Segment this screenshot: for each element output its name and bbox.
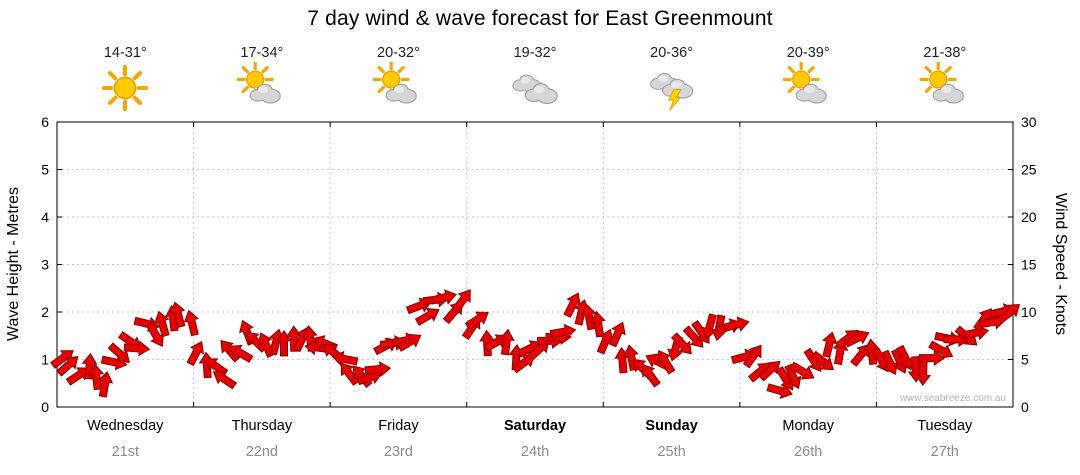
storm-icon (646, 62, 698, 114)
sun-cloud-icon (372, 62, 424, 114)
svg-text:0: 0 (1021, 399, 1029, 415)
left-axis-title: Wave Height - Metres (5, 186, 22, 342)
sun-cloud-icon (236, 62, 288, 114)
day-label: Sunday (645, 418, 698, 434)
day-label: Thursday (231, 418, 293, 434)
date-label: 21st (111, 444, 139, 460)
svg-text:0: 0 (41, 399, 49, 415)
watermark: www.seabreeze.com.au (899, 393, 1006, 404)
svg-text:15: 15 (1021, 257, 1037, 273)
temp-range: 20-32° (377, 45, 420, 61)
day-label: Tuesday (917, 418, 973, 434)
right-axis-title: Wind Speed - Knots (1052, 192, 1069, 336)
temp-range: 20-36° (650, 45, 694, 61)
day-label: Saturday (503, 418, 567, 434)
date-label: 27th (930, 444, 959, 460)
svg-text:20: 20 (1021, 209, 1037, 225)
date-labels-row: 21st 22nd 23rd 24th 25th 26th 27th (57, 444, 1013, 460)
temp-range: 14-31° (103, 45, 147, 61)
date-label: 24th (520, 444, 550, 460)
sun-icon (99, 62, 151, 114)
svg-text:30: 30 (1021, 114, 1037, 130)
temp-range: 19-32° (513, 45, 557, 61)
svg-text:3: 3 (41, 257, 49, 273)
svg-text:6: 6 (41, 114, 49, 130)
day-label: Friday (378, 418, 419, 434)
date-label: 22nd (245, 444, 278, 460)
sun-cloud-icon (782, 62, 834, 114)
day-labels-row: Wednesday Thursday Friday Saturday Sunda… (57, 418, 1013, 434)
svg-text:5: 5 (41, 162, 49, 178)
weather-icons-row (57, 62, 1013, 118)
day-label: Wednesday (87, 418, 164, 434)
date-label: 26th (794, 444, 823, 460)
temp-range: 17-34° (240, 45, 284, 61)
temp-range: 21-38° (923, 45, 967, 61)
svg-text:2: 2 (41, 304, 49, 320)
cloud-icon (509, 62, 561, 114)
temperature-row: 14-31° 17-34° 20-32° 19-32° 20-36° 20-39… (57, 45, 1013, 61)
sun-cloud-icon (919, 62, 971, 114)
svg-text:4: 4 (41, 209, 49, 225)
day-label: Monday (782, 418, 834, 434)
temp-range: 20-39° (786, 45, 830, 61)
date-label: 25th (657, 444, 686, 460)
page-title: 7 day wind & wave forecast for East Gree… (307, 7, 773, 30)
svg-text:10: 10 (1021, 304, 1037, 320)
date-label: 23rd (383, 444, 413, 460)
svg-text:25: 25 (1021, 162, 1037, 178)
svg-text:1: 1 (41, 352, 49, 368)
svg-text:5: 5 (1021, 352, 1029, 368)
